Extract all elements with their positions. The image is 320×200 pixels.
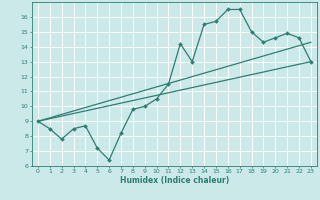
X-axis label: Humidex (Indice chaleur): Humidex (Indice chaleur): [120, 176, 229, 185]
